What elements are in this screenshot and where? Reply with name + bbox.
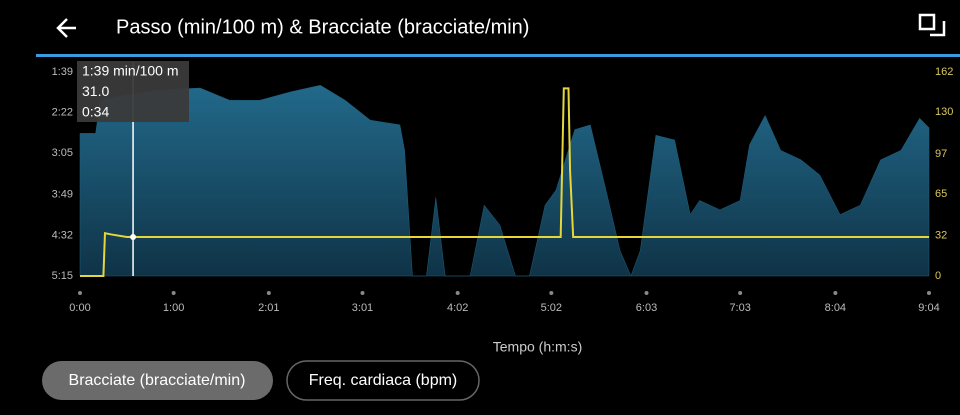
tab-button[interactable] <box>286 360 480 401</box>
x-tick-mark <box>644 291 649 295</box>
cursor-dot <box>130 233 137 240</box>
tooltip-text: 1:39 min/100 m <box>82 63 179 79</box>
x-tick-mark <box>833 291 838 295</box>
expand-button[interactable] <box>918 13 946 37</box>
y2-tick-label: 130 <box>935 106 953 118</box>
x-tick-label: 7:03 <box>729 302 750 314</box>
tooltip-box <box>77 61 189 122</box>
stroke-rate-line <box>80 87 929 277</box>
y-tick-label: 2:22 <box>52 107 73 119</box>
y2-tick-label: 97 <box>935 148 947 160</box>
y-tick-label: 5:15 <box>52 270 73 282</box>
back-button[interactable] <box>56 18 76 38</box>
x-tick-mark <box>927 291 931 295</box>
tooltip-text: 31.0 <box>82 83 109 99</box>
expand-icon <box>918 13 936 31</box>
x-tick-mark <box>549 291 554 295</box>
pace-area <box>79 84 930 277</box>
x-tick-label: 1:00 <box>163 302 184 314</box>
x-tick-mark <box>266 291 271 295</box>
header-divider <box>36 54 960 57</box>
x-tick-label: 8:04 <box>825 302 846 314</box>
x-tick-mark <box>171 291 176 295</box>
button-bar: Bracciate (bracciate/min) Freq. cardiaca… <box>42 360 480 401</box>
page-title: Passo (min/100 m) & Bracciate (bracciate… <box>116 16 529 38</box>
x-axis-title: Tempo (h:m:s) <box>493 339 582 355</box>
x-tick-label: 6:03 <box>636 302 657 314</box>
tab-label: Bracciate (bracciate/min) <box>69 372 246 389</box>
chart: 1:39 2:22 3:05 3:49 4:32 5:15 0 32 65 97 130 162 0:0… <box>52 61 953 355</box>
expand-icon <box>930 21 946 37</box>
y2-tick-label: 162 <box>935 66 953 78</box>
x-tick-label: 4:02 <box>447 302 468 314</box>
x-tick-mark <box>738 291 743 295</box>
y-tick-label: 3:05 <box>52 147 73 159</box>
x-tick-label: 0:00 <box>69 302 90 314</box>
x-tick-mark <box>78 291 82 295</box>
y-tick-label: 3:49 <box>52 189 73 201</box>
y-tick-label: 4:32 <box>52 229 73 241</box>
x-tick-label: 9:04 <box>918 302 939 314</box>
x-tick-mark <box>360 291 365 295</box>
x-tick-label: 3:01 <box>352 302 373 314</box>
tab-button[interactable] <box>42 361 273 400</box>
x-tick-label: 2:01 <box>258 302 279 314</box>
y2-tick-label: 32 <box>935 230 947 242</box>
x-tick-mark <box>455 291 460 295</box>
x-tick-label: 5:02 <box>541 302 562 314</box>
y-tick-label: 1:39 <box>52 66 73 78</box>
y2-tick-label: 65 <box>935 188 947 200</box>
y2-tick-label: 0 <box>935 270 941 282</box>
tooltip-text: 0:34 <box>82 104 109 120</box>
tab-label: Freq. cardiaca (bpm) <box>309 372 458 389</box>
